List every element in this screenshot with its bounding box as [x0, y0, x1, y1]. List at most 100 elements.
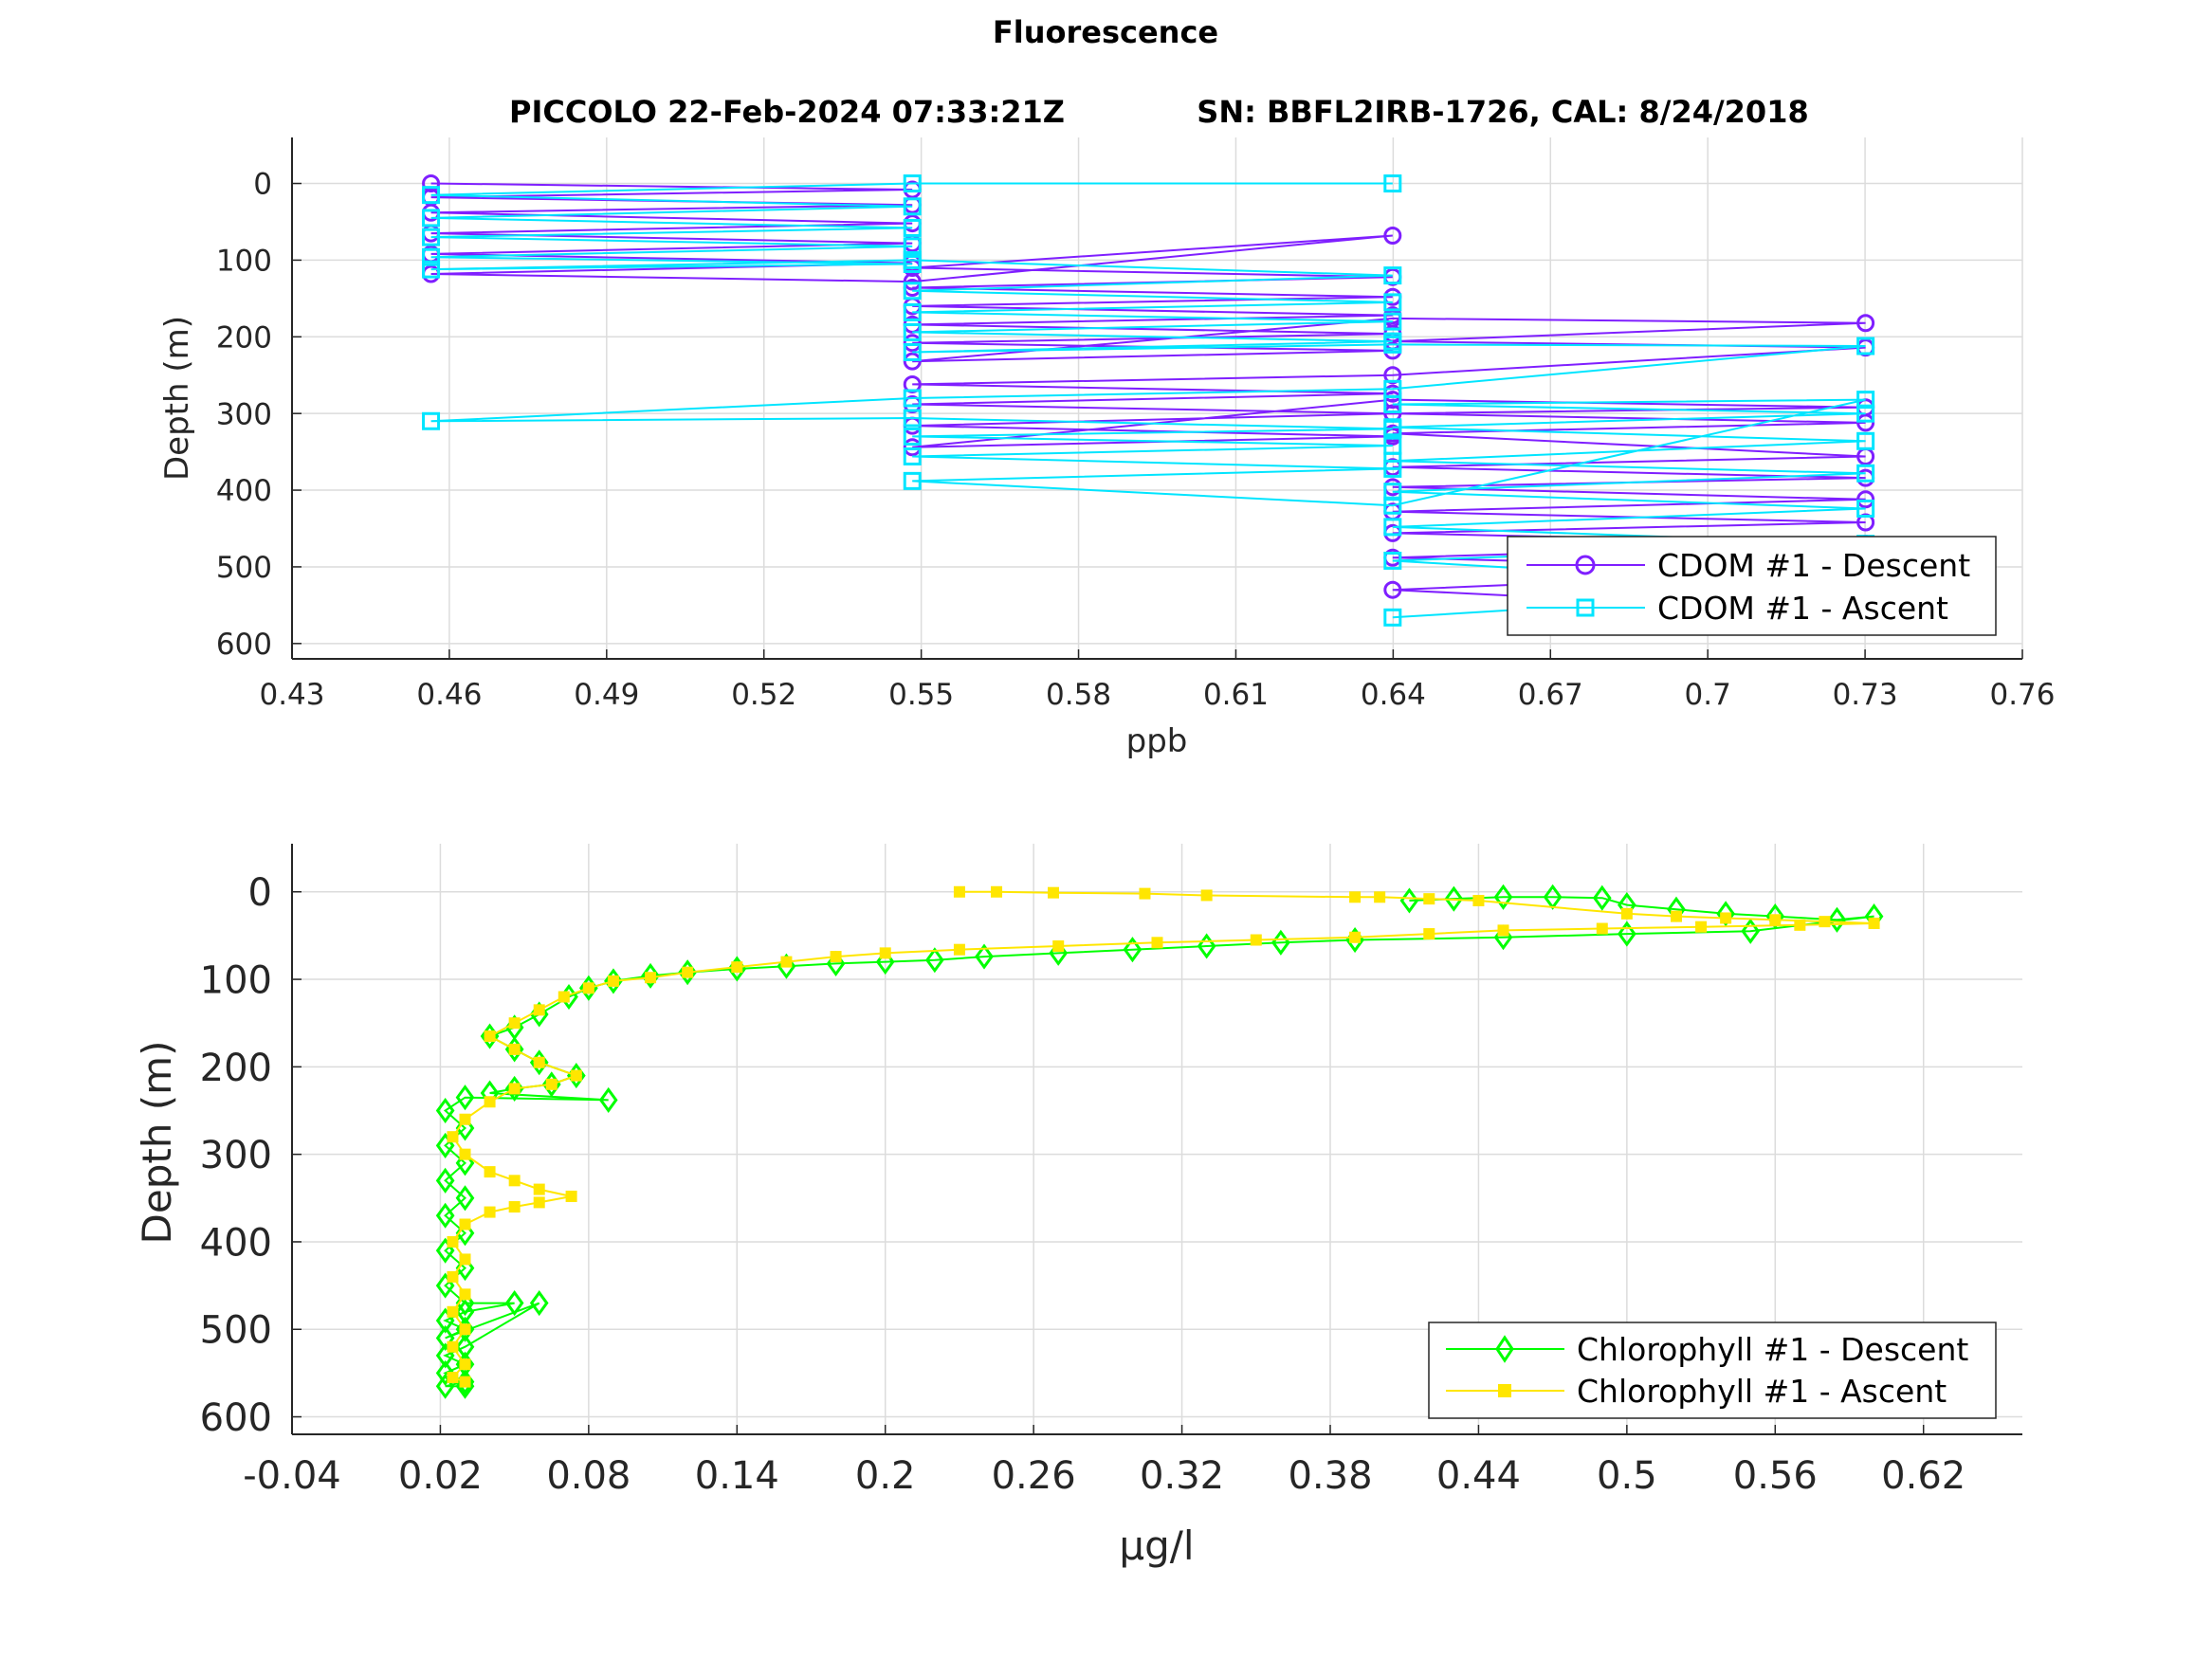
data-point — [903, 218, 922, 237]
data-point — [1383, 174, 1402, 193]
chlorophyll-x-axis-label: μg/l — [1119, 1522, 1194, 1569]
chlorophyll-panel: -0.04 0.02 0.08 0.14 0.2 0.26 0.32 0.38 0.44 0.5 0… — [134, 844, 2022, 1569]
y-tick-label: 400 — [200, 1221, 272, 1265]
x-tick-label: 0.58 — [1046, 678, 1111, 712]
y-tick-label: 500 — [216, 551, 272, 585]
data-point — [508, 1201, 521, 1213]
legend-marker-ascent — [1576, 598, 1595, 617]
x-tick-label: 0.02 — [398, 1454, 483, 1498]
data-point — [1151, 937, 1163, 949]
data-point — [1383, 312, 1402, 331]
x-tick-label: 0.67 — [1518, 678, 1583, 712]
x-tick-label: 0.43 — [259, 678, 324, 712]
data-point — [903, 197, 922, 216]
data-point — [1856, 404, 1875, 423]
figure-title: Fluorescence — [993, 14, 1218, 50]
y-tick-label: 0 — [248, 871, 272, 915]
data-point — [903, 352, 922, 371]
data-point — [1383, 418, 1402, 437]
data-point — [422, 209, 441, 228]
data-point — [459, 1358, 471, 1371]
y-tick-label: 200 — [200, 1047, 272, 1090]
x-tick-label: 0.32 — [1140, 1454, 1224, 1498]
data-point — [422, 186, 441, 205]
data-point — [903, 409, 922, 428]
legend-label-chl-descent: Chlorophyll #1 - Descent — [1577, 1331, 1968, 1368]
x-tick-label: 0.5 — [1597, 1454, 1657, 1498]
data-point — [508, 1017, 521, 1030]
data-point — [1856, 337, 1875, 356]
data-point — [1383, 293, 1402, 312]
data-point — [1856, 431, 1875, 450]
data-point — [1383, 335, 1402, 354]
cdom-legend: CDOM #1 - Descent CDOM #1 - Ascent — [1507, 536, 1997, 636]
data-point — [1383, 227, 1402, 246]
data-point — [1200, 889, 1213, 902]
x-tick-label: 0.62 — [1881, 1454, 1965, 1498]
data-point — [903, 471, 922, 490]
data-point — [422, 228, 441, 246]
x-tick-label: 0.46 — [416, 678, 482, 712]
legend-label-descent: CDOM #1 - Descent — [1657, 547, 1970, 584]
chlorophyll-y-axis-label: Depth (m) — [134, 1041, 180, 1245]
data-point — [1720, 912, 1732, 924]
data-point — [455, 1185, 475, 1212]
y-tick-label: 200 — [216, 320, 272, 355]
data-point — [484, 1166, 496, 1178]
legend-marker-chl-descent — [1495, 1335, 1514, 1363]
chlorophyll-tick-labels: -0.04 0.02 0.08 0.14 0.2 0.26 0.32 0.38 0.44 0.5 0… — [200, 871, 1966, 1498]
chlorophyll-axes — [291, 844, 2022, 1435]
cdom-y-axis-label: Depth (m) — [158, 316, 196, 481]
x-tick-label: 0.73 — [1833, 678, 1898, 712]
x-tick-label: 0.61 — [1203, 678, 1269, 712]
x-tick-label: 0.2 — [855, 1454, 916, 1498]
data-point — [975, 943, 994, 970]
data-point — [1592, 884, 1612, 911]
data-point — [1856, 314, 1875, 333]
x-tick-label: 0.14 — [695, 1454, 779, 1498]
y-tick-label: 300 — [200, 1134, 272, 1177]
data-point — [582, 982, 594, 994]
data-point — [570, 1069, 582, 1082]
cdom-x-axis-label: ppb — [1126, 722, 1188, 760]
data-point — [607, 975, 619, 987]
data-point — [459, 1288, 471, 1301]
data-point — [903, 302, 922, 321]
data-point — [903, 438, 922, 457]
data-point — [533, 1183, 545, 1195]
data-point — [1444, 885, 1464, 912]
data-point — [903, 322, 922, 341]
data-point — [598, 1086, 618, 1113]
data-point — [780, 956, 793, 968]
series-1 — [422, 174, 1875, 627]
data-point — [435, 1202, 455, 1229]
data-point — [1383, 266, 1402, 285]
data-point — [1819, 916, 1831, 928]
data-point — [533, 1056, 545, 1068]
data-point — [484, 1030, 496, 1043]
x-tick-label: 0.49 — [574, 678, 639, 712]
x-tick-label: 0.44 — [1436, 1454, 1521, 1498]
series-line — [430, 182, 1866, 619]
x-tick-label: 0.52 — [731, 678, 796, 712]
data-point — [1472, 894, 1485, 906]
data-point — [435, 1324, 455, 1352]
data-point — [903, 427, 922, 446]
data-point — [1383, 608, 1402, 627]
data-point — [455, 1334, 475, 1360]
data-point — [504, 1290, 524, 1317]
y-tick-label: 600 — [200, 1396, 272, 1440]
data-point — [645, 972, 657, 984]
data-point — [455, 1085, 475, 1111]
cdom-series-layer — [422, 174, 1875, 627]
cdom-axes — [291, 137, 2023, 660]
data-point — [903, 389, 922, 408]
data-point — [447, 1131, 459, 1143]
data-point — [1827, 906, 1847, 933]
data-point — [1383, 580, 1402, 599]
legend-marker-descent — [1575, 555, 1596, 575]
data-point — [903, 250, 922, 269]
data-point — [447, 1305, 459, 1318]
data-point — [447, 1340, 459, 1353]
data-point — [459, 1218, 471, 1231]
